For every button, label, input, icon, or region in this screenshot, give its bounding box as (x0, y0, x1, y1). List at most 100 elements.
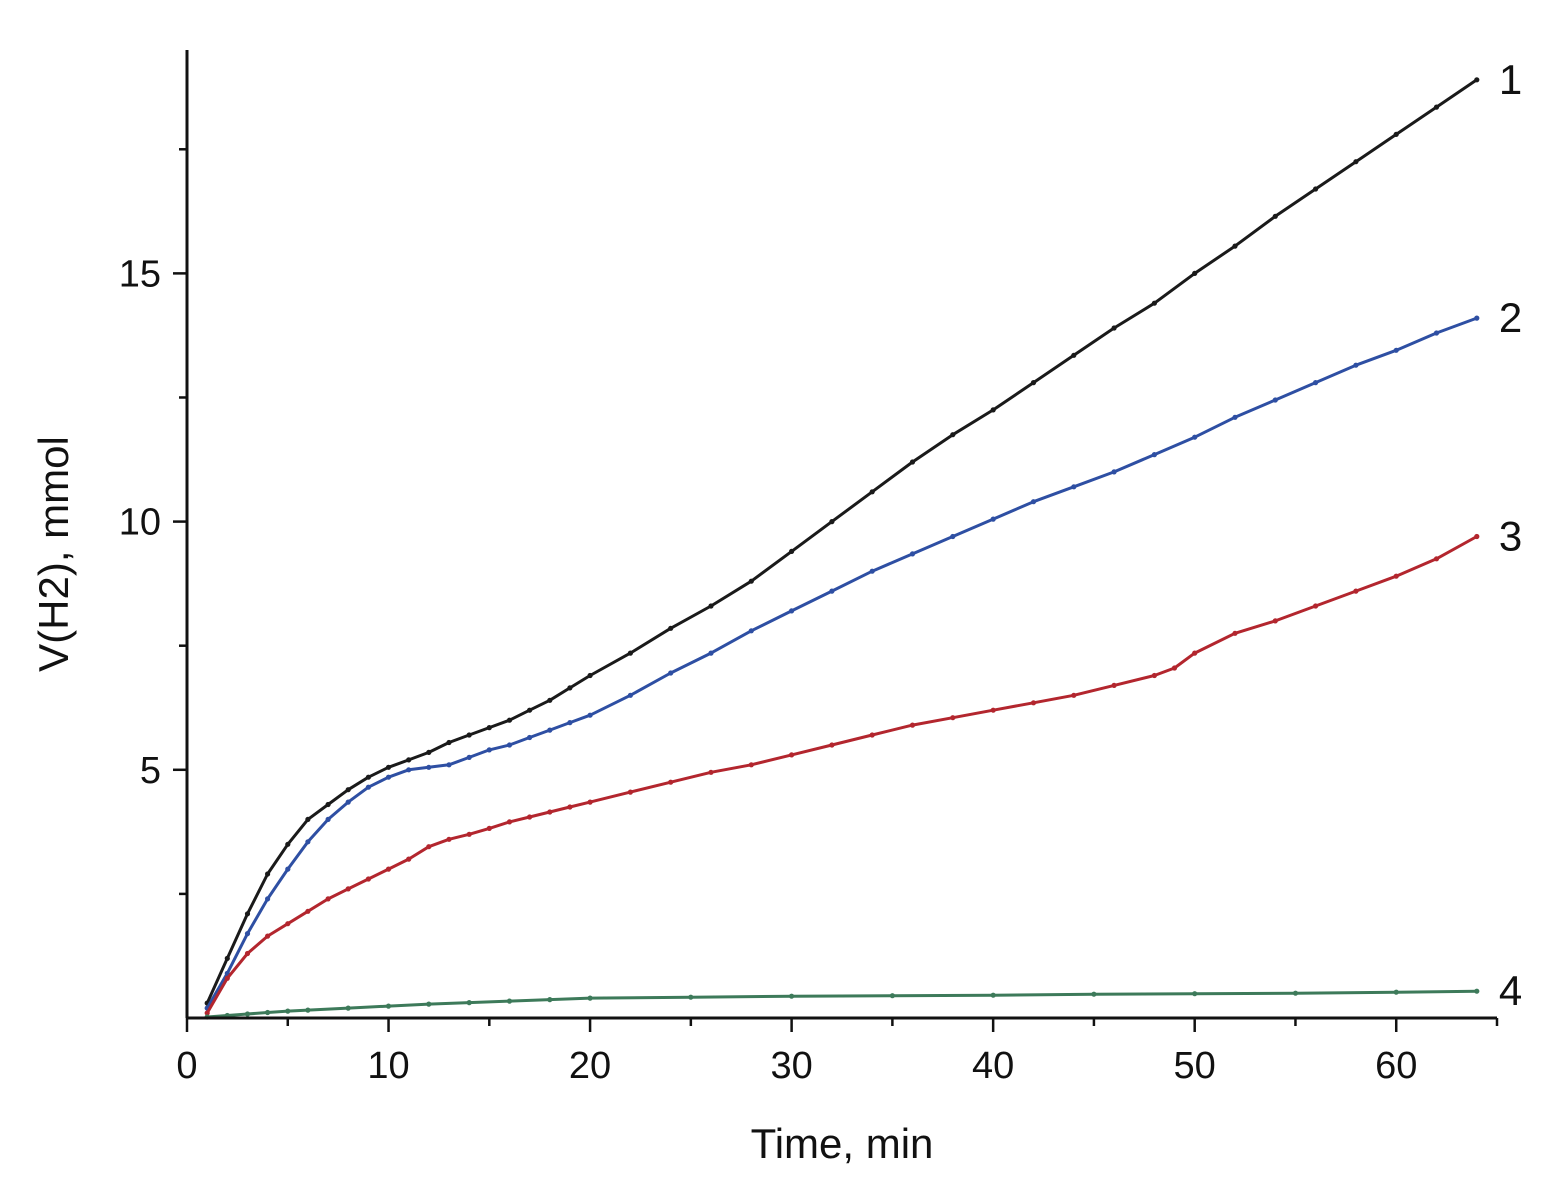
data-point (950, 715, 956, 721)
data-point (547, 997, 553, 1003)
x-tick-label: 10 (367, 1045, 409, 1087)
data-point (406, 767, 412, 773)
y-tick-label: 5 (140, 750, 161, 792)
data-point (567, 720, 573, 726)
data-point (547, 727, 553, 733)
data-point (1111, 325, 1117, 331)
data-point (1111, 682, 1117, 689)
data-point (1433, 104, 1440, 110)
data-point (688, 994, 694, 1000)
y-tick-label: 15 (119, 253, 161, 295)
data-point (1272, 618, 1278, 624)
data-point (244, 950, 251, 957)
x-tick-label: 60 (1375, 1045, 1417, 1087)
data-point (224, 975, 230, 981)
data-point (889, 993, 896, 999)
series-4 (204, 988, 1480, 1020)
data-point (446, 836, 452, 842)
data-point (1393, 573, 1399, 579)
ticks-layer (173, 148, 1499, 1032)
data-point (285, 1008, 291, 1014)
y-axis-title: V(H2), mmol (30, 436, 77, 672)
data-point (1030, 499, 1037, 505)
data-point (325, 801, 331, 808)
data-point (1313, 186, 1319, 192)
data-point (1071, 484, 1077, 490)
curve-label-4: 4 (1499, 967, 1522, 1014)
data-point (345, 1005, 351, 1011)
data-point (1030, 380, 1037, 386)
x-axis-title: Time, min (751, 1120, 934, 1167)
data-point (1393, 131, 1399, 137)
data-point (668, 625, 674, 631)
data-point (527, 707, 533, 713)
data-point (1474, 533, 1480, 540)
data-point (748, 762, 754, 768)
series-line-2 (205, 316, 1479, 1010)
data-point (265, 1009, 271, 1016)
data-point (950, 533, 956, 540)
series-line-1 (205, 78, 1479, 1005)
data-point (587, 799, 593, 805)
data-point (1232, 243, 1238, 249)
data-point (1292, 990, 1299, 996)
data-point (1433, 330, 1440, 336)
data-point (265, 933, 271, 939)
data-point (909, 551, 916, 557)
data-point (869, 732, 875, 738)
data-point (365, 774, 371, 780)
data-point (990, 516, 996, 522)
x-tick-label: 0 (176, 1045, 197, 1087)
data-point (668, 779, 674, 785)
data-point (627, 650, 634, 656)
data-point (789, 548, 795, 555)
series-1 (204, 77, 1480, 1006)
x-tick-label: 30 (770, 1045, 812, 1087)
data-point (385, 764, 392, 770)
data-point (1272, 397, 1278, 403)
data-point (265, 871, 271, 877)
data-point (506, 998, 513, 1004)
data-point (829, 519, 835, 525)
data-point (829, 588, 835, 594)
series-3 (204, 533, 1480, 1016)
data-point (466, 1000, 472, 1006)
data-point (426, 844, 432, 850)
data-point (527, 734, 533, 741)
x-tick-label: 40 (972, 1045, 1014, 1087)
data-point (748, 578, 754, 584)
data-point (789, 993, 795, 999)
data-point (305, 908, 311, 914)
data-point (426, 1001, 432, 1007)
data-point (406, 757, 412, 763)
labels-layer: 0 10 20 30 40 50 60 5 10 15 1 2 3 4 (119, 56, 1522, 1087)
data-point (244, 931, 251, 937)
data-point (909, 722, 916, 728)
data-point (567, 804, 573, 810)
data-point (506, 742, 513, 748)
curve-label-1: 1 (1499, 56, 1522, 103)
data-point (1030, 700, 1037, 706)
data-point (869, 489, 875, 495)
data-point (789, 608, 795, 614)
data-point (1192, 650, 1198, 656)
data-point (305, 816, 311, 823)
data-point (265, 896, 271, 902)
data-point (506, 717, 513, 723)
data-point (365, 876, 371, 882)
data-point (1353, 159, 1359, 165)
data-point (1474, 77, 1480, 83)
data-point (486, 825, 492, 832)
x-tick-label: 50 (1174, 1045, 1216, 1087)
data-point (244, 1011, 251, 1017)
data-point (1111, 469, 1117, 475)
curve-label-3: 3 (1499, 512, 1522, 559)
data-point (285, 921, 291, 927)
data-point (426, 749, 432, 756)
data-point (1071, 352, 1077, 358)
data-point (708, 603, 714, 609)
data-point (1192, 270, 1198, 276)
data-point (627, 692, 634, 698)
